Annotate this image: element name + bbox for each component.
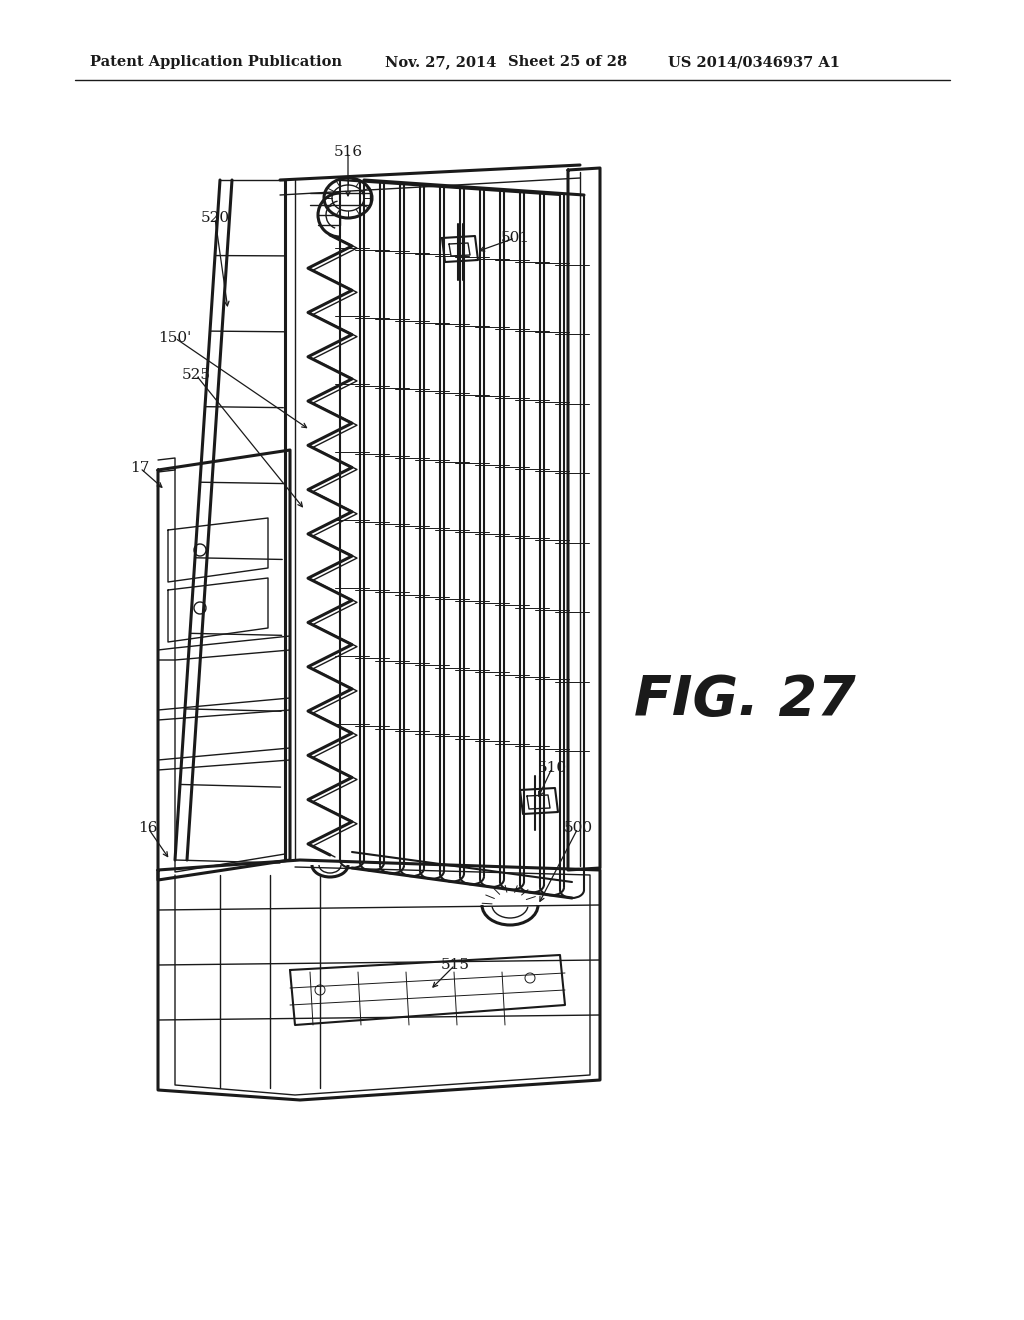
Text: Patent Application Publication: Patent Application Publication xyxy=(90,55,342,69)
Text: 510: 510 xyxy=(538,762,566,775)
Text: 500: 500 xyxy=(563,821,593,836)
Text: 515: 515 xyxy=(440,958,469,972)
Text: FIG. 27: FIG. 27 xyxy=(634,673,856,727)
Text: 525: 525 xyxy=(181,368,211,381)
Text: 516: 516 xyxy=(334,145,362,158)
Text: 520: 520 xyxy=(201,211,229,224)
Text: 501: 501 xyxy=(501,231,529,246)
Text: US 2014/0346937 A1: US 2014/0346937 A1 xyxy=(668,55,840,69)
Text: 150': 150' xyxy=(159,331,191,345)
Text: 16: 16 xyxy=(138,821,158,836)
Text: 17: 17 xyxy=(130,461,150,475)
Text: Sheet 25 of 28: Sheet 25 of 28 xyxy=(508,55,627,69)
Text: Nov. 27, 2014: Nov. 27, 2014 xyxy=(385,55,497,69)
